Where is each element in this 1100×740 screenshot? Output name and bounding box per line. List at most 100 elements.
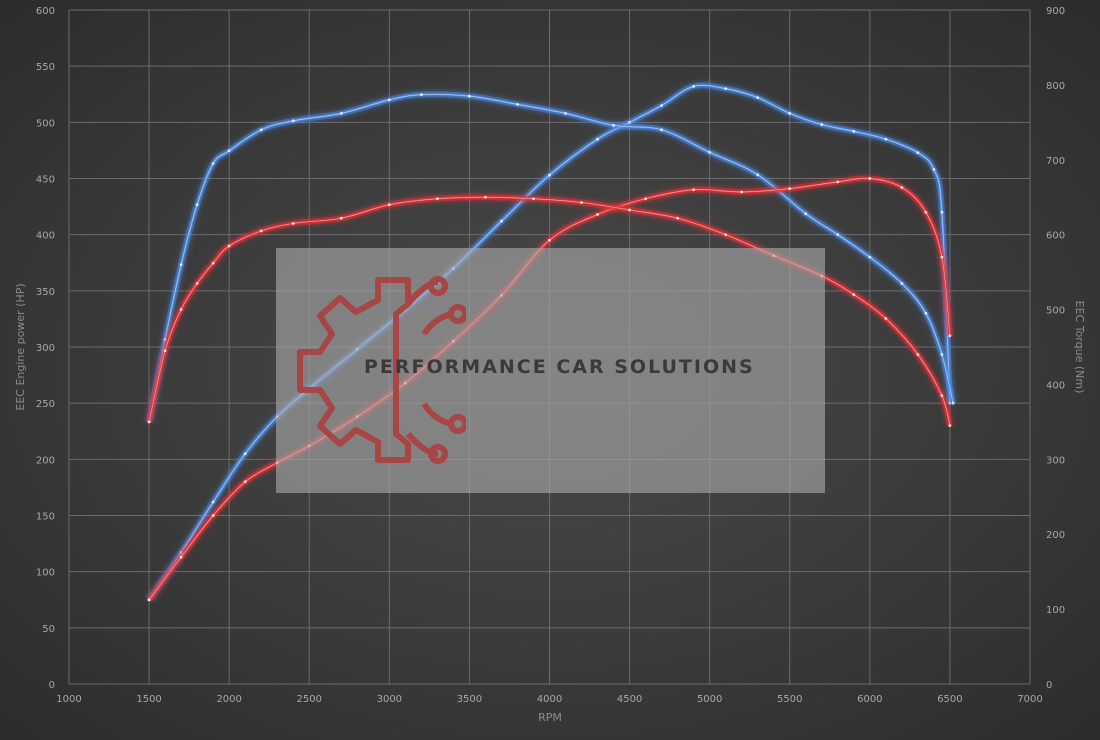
y-tick-label: 100 [36, 568, 55, 579]
series-point-2 [179, 555, 183, 559]
y2-axis-ticks: 0 100 200 300 400 500 600 700 800 900 [1046, 6, 1065, 691]
y-tick-label: 250 [36, 399, 55, 410]
y2-tick-label: 200 [1046, 530, 1065, 541]
x-axis-title: RPM [538, 711, 562, 724]
series-point-0 [852, 129, 856, 133]
series-point-0 [932, 168, 936, 171]
series-point-3 [948, 424, 952, 428]
x-tick-label: 7000 [1017, 694, 1042, 705]
series-point-3 [580, 201, 583, 204]
x-tick-label: 2000 [216, 694, 241, 705]
series-line-core-3 [148, 196, 951, 426]
y-tick-label: 600 [36, 6, 55, 17]
series-point-2 [788, 187, 792, 191]
series-point-1 [940, 353, 944, 356]
y2-axis-title: EEC Torque (Nm) [1073, 301, 1086, 394]
series-point-1 [419, 93, 423, 97]
series-point-0 [820, 123, 824, 126]
series-point-1 [195, 203, 199, 207]
series-point-1 [468, 94, 471, 98]
series-point-3 [724, 233, 728, 237]
y2-tick-label: 100 [1046, 605, 1065, 616]
series-point-2 [548, 238, 551, 242]
series-point-3 [484, 195, 487, 199]
x-tick-label: 6500 [937, 694, 962, 705]
y2-tick-label: 300 [1046, 455, 1065, 466]
series-point-1 [291, 119, 295, 123]
series-point-1 [612, 123, 615, 127]
series-point-1 [951, 401, 955, 405]
series-point-1 [179, 263, 183, 267]
y2-tick-label: 600 [1046, 231, 1065, 242]
y2-tick-label: 800 [1046, 81, 1065, 92]
x-tick-label: 4500 [617, 694, 642, 705]
x-tick-label: 6000 [857, 694, 882, 705]
series-point-3 [387, 203, 391, 207]
series-point-0 [596, 137, 599, 141]
series-point-3 [211, 261, 215, 265]
series-point-3 [179, 308, 183, 311]
series-point-3 [676, 216, 680, 220]
series-point-3 [163, 349, 167, 353]
series-point-0 [548, 173, 551, 177]
x-tick-label: 2500 [297, 694, 322, 705]
x-tick-label: 1000 [56, 694, 81, 705]
y-tick-label: 350 [36, 287, 55, 298]
series-point-2 [924, 210, 928, 214]
series-point-1 [924, 311, 928, 315]
series-point-1 [804, 212, 808, 216]
x-tick-label: 3500 [457, 694, 482, 705]
series-point-3 [940, 394, 944, 398]
series-point-2 [948, 334, 952, 338]
series-point-1 [259, 128, 263, 132]
series-point-3 [227, 244, 231, 248]
series-point-0 [940, 210, 944, 214]
y-axis-title: EEC Engine power (HP) [14, 283, 27, 410]
series-point-1 [660, 128, 664, 132]
y2-tick-label: 900 [1046, 6, 1065, 17]
series-point-2 [868, 177, 872, 180]
x-tick-label: 5000 [697, 694, 722, 705]
series-point-2 [900, 186, 904, 189]
series-point-0 [724, 87, 728, 91]
x-axis-ticks: 1000 1500 2000 2500 3000 3500 4000 4500 5000 5500… [56, 694, 1042, 705]
series-point-0 [756, 96, 760, 100]
series-point-1 [756, 173, 760, 177]
series-point-0 [660, 104, 664, 107]
series-point-3 [195, 281, 199, 285]
series-point-3 [628, 208, 631, 212]
series-point-0 [916, 151, 920, 155]
series-point-1 [339, 111, 343, 115]
series-point-2 [740, 190, 744, 194]
series-line-core-2 [148, 177, 951, 600]
series-point-0 [628, 120, 631, 124]
series-point-2 [147, 598, 151, 602]
series-point-2 [243, 480, 247, 484]
y2-tick-label: 400 [1046, 380, 1065, 391]
series-point-1 [387, 98, 391, 102]
series-point-3 [852, 293, 856, 296]
gear-circuit-logo-icon [297, 276, 466, 464]
series-point-3 [916, 353, 920, 356]
y-tick-label: 200 [36, 455, 55, 466]
series-point-0 [211, 500, 215, 504]
y-tick-label: 50 [42, 624, 55, 635]
y-tick-label: 500 [36, 118, 55, 129]
series-point-1 [836, 233, 840, 237]
series-point-0 [788, 111, 792, 115]
series-point-1 [868, 255, 872, 259]
x-tick-label: 3000 [377, 694, 402, 705]
x-tick-label: 4000 [537, 694, 562, 705]
x-tick-label: 5500 [777, 694, 802, 705]
y-tick-label: 400 [36, 231, 55, 242]
series-point-3 [339, 216, 343, 220]
series-point-2 [596, 213, 599, 216]
series-point-2 [836, 180, 840, 184]
y2-tick-label: 0 [1046, 680, 1052, 691]
series-point-2 [692, 188, 696, 192]
y-tick-label: 300 [36, 343, 55, 354]
watermark-text: PERFORMANCE CAR SOLUTIONS [364, 356, 755, 378]
watermark-overlay: PERFORMANCE CAR SOLUTIONS [276, 248, 825, 493]
series-point-2 [211, 514, 215, 517]
